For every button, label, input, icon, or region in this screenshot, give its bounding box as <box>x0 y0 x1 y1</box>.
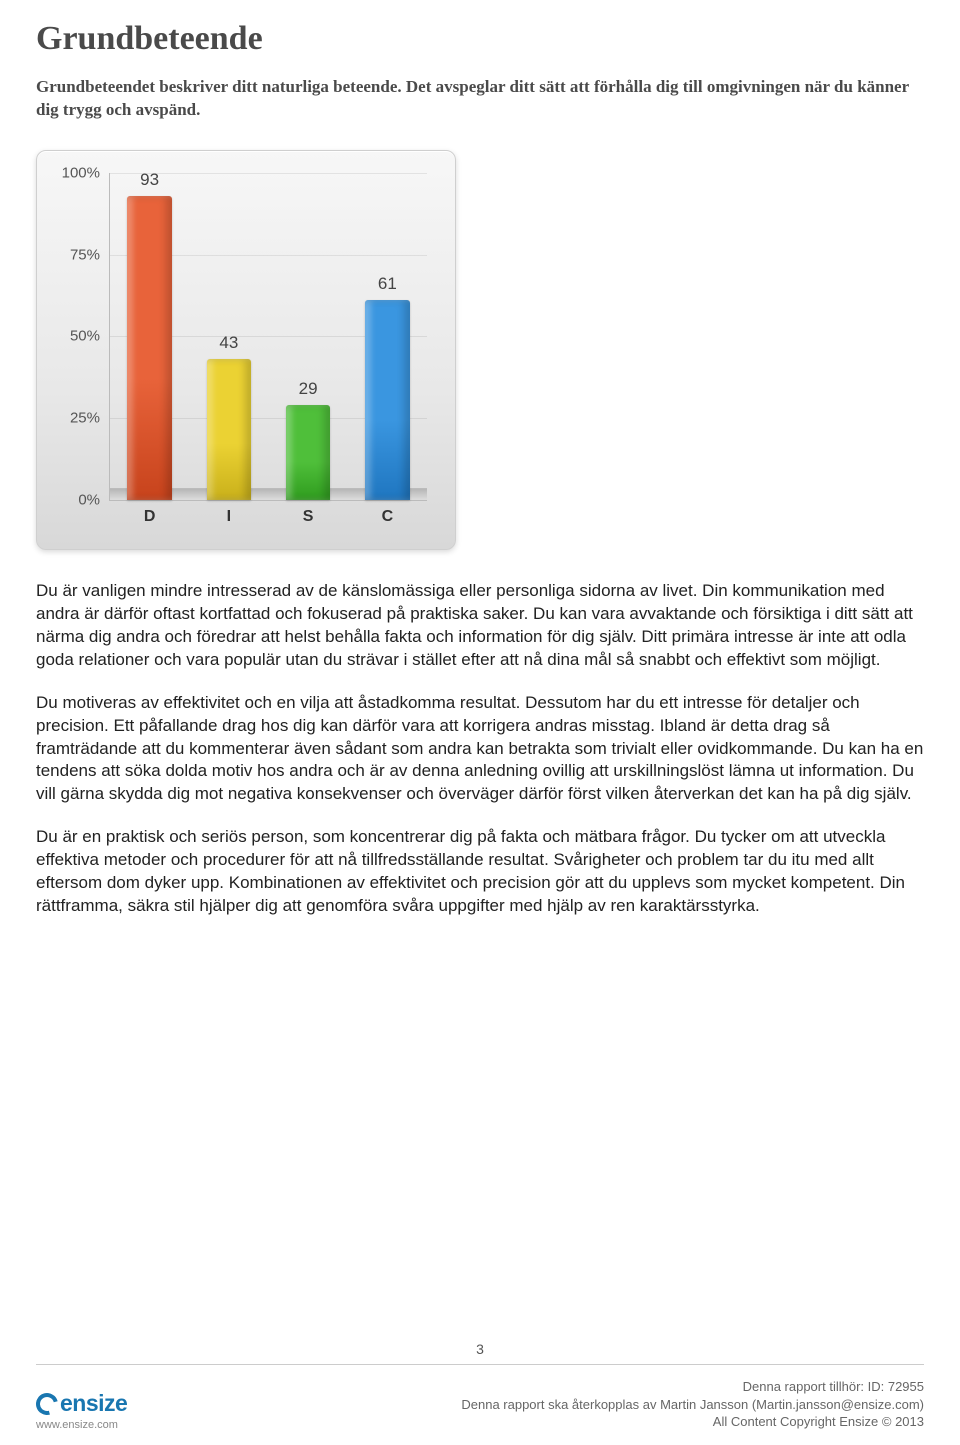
paragraph: Du är en praktisk och seriös person, som… <box>36 826 924 918</box>
chart-ytick-label: 75% <box>70 246 110 263</box>
body-text: Du är vanligen mindre intresserad av de … <box>36 580 924 918</box>
chart-bar: 29 <box>286 405 330 500</box>
logo-url: www.ensize.com <box>36 1419 118 1431</box>
chart-bar-value: 29 <box>299 379 318 405</box>
footer-left: ensize www.ensize.com <box>36 1390 127 1431</box>
chart-xtick-label: C <box>382 500 394 526</box>
chart-bar-value: 43 <box>219 333 238 359</box>
chart-xtick-label: D <box>144 500 156 526</box>
paragraph: Du är vanligen mindre intresserad av de … <box>36 580 924 672</box>
chart-bar: 61 <box>365 300 409 499</box>
footer-line: All Content Copyright Ensize © 2013 <box>461 1413 924 1431</box>
page-root: Grundbeteende Grundbeteendet beskriver d… <box>0 0 960 1445</box>
chart-ytick-label: 25% <box>70 410 110 427</box>
chart-bar: 43 <box>207 359 251 500</box>
chart-ytick-label: 50% <box>70 328 110 345</box>
logo-text: ensize <box>60 1390 127 1417</box>
chart-bar-value: 93 <box>140 170 159 196</box>
paragraph: Du motiveras av effektivitet och en vilj… <box>36 692 924 807</box>
footer-right: Denna rapport tillhör: ID: 72955 Denna r… <box>461 1378 924 1431</box>
chart-bar: 93 <box>127 196 171 500</box>
ensize-logo: ensize <box>36 1390 127 1417</box>
chart-ytick-label: 100% <box>62 164 110 181</box>
page-title: Grundbeteende <box>36 20 924 58</box>
chart-plot-area: 0%25%50%75%100%93D43I29S61C <box>109 173 427 501</box>
footer-line: Denna rapport tillhör: ID: 72955 <box>461 1378 924 1396</box>
page-number-divider <box>36 1364 924 1365</box>
disc-bar-chart: 0%25%50%75%100%93D43I29S61C <box>36 150 456 550</box>
chart-ytick-label: 0% <box>78 491 110 508</box>
page-subtitle: Grundbeteendet beskriver ditt naturliga … <box>36 76 916 122</box>
page-footer: ensize www.ensize.com Denna rapport till… <box>0 1368 960 1445</box>
logo-icon <box>32 1388 62 1418</box>
chart-xtick-label: S <box>303 500 314 526</box>
chart-bar-value: 61 <box>378 274 397 300</box>
footer-line: Denna rapport ska återkopplas av Martin … <box>461 1396 924 1414</box>
page-number: 3 <box>476 1341 484 1357</box>
chart-xtick-label: I <box>227 500 231 526</box>
